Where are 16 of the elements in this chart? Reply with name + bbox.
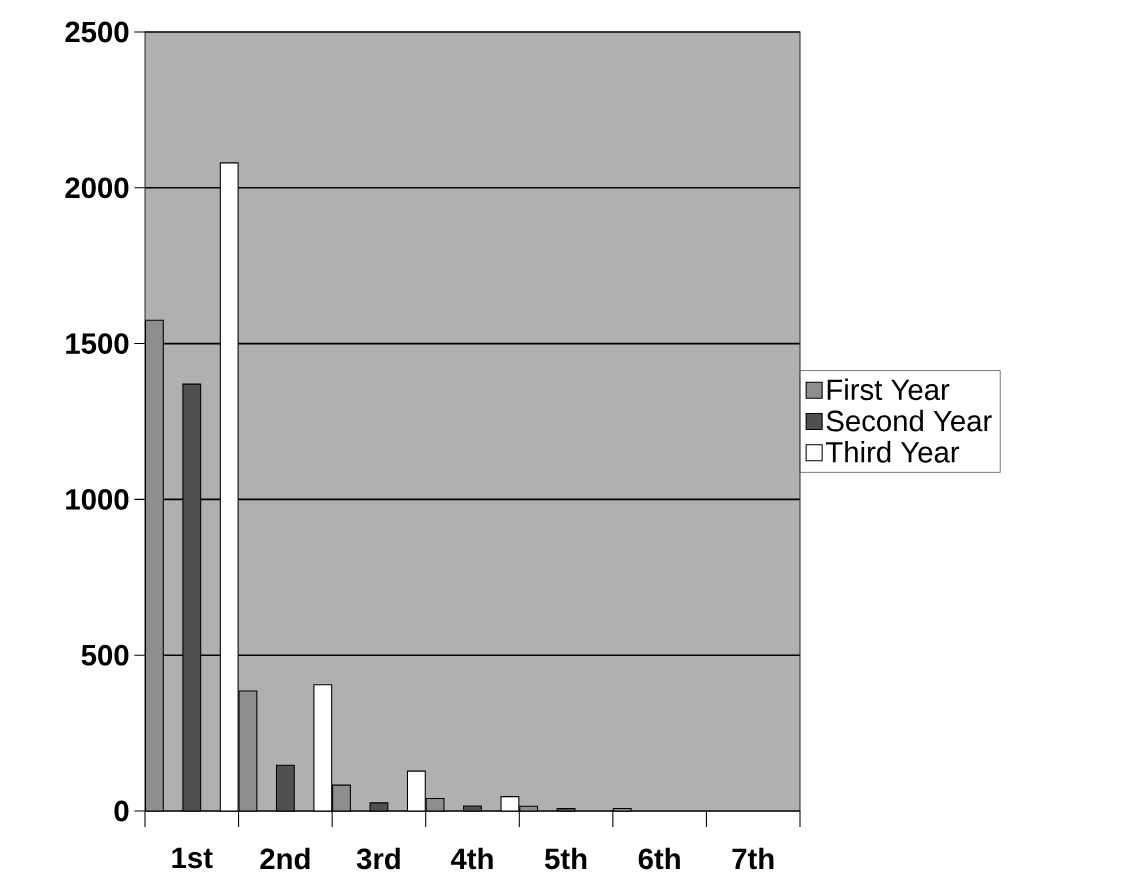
y-tick-label: 1000 <box>66 488 129 510</box>
x-tick-label: 3rd <box>356 847 400 870</box>
y-tick-label: 2000 <box>65 177 129 199</box>
x-tick-label: 5th <box>544 847 587 870</box>
y-tick-label: 500 <box>81 644 129 666</box>
y-tick-label: 2500 <box>65 21 129 43</box>
x-tick-label: 7th <box>732 847 774 870</box>
legend-label: Third Year <box>826 441 960 463</box>
x-tick-label: 1st <box>172 847 213 869</box>
x-tick-label: 2nd <box>260 847 310 870</box>
x-tick-label: 6th <box>638 847 680 870</box>
x-tick-label: 4th <box>450 847 493 870</box>
legend-label: Second Year <box>826 409 992 432</box>
legend-label: First Year <box>827 378 950 401</box>
y-tick-label: 1500 <box>66 333 129 354</box>
y-tick-label: 0 <box>114 800 129 822</box>
